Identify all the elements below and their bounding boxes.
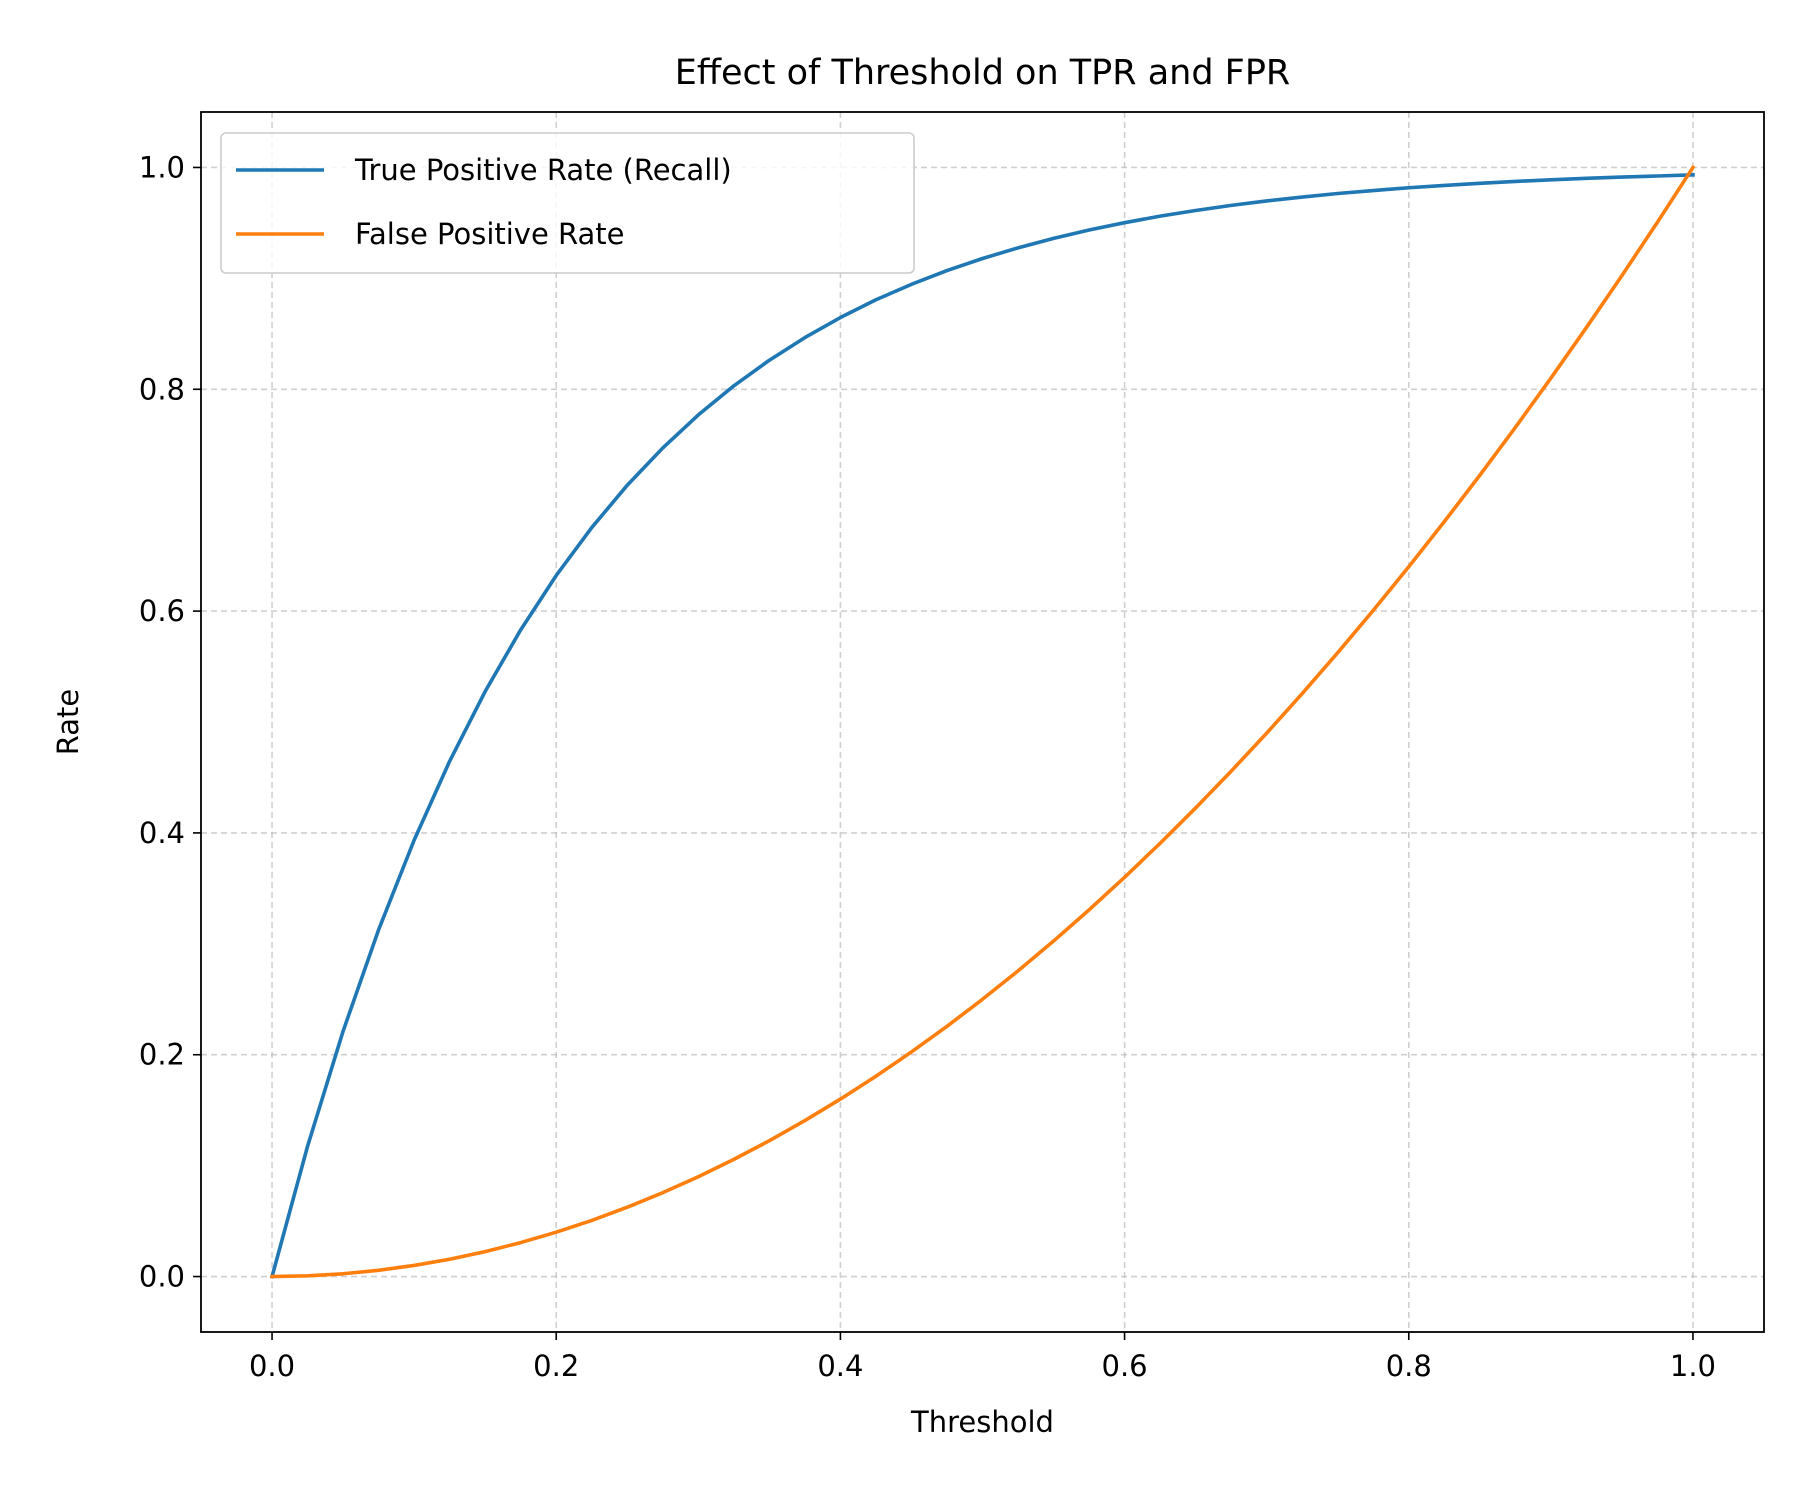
series-lines — [269, 164, 1696, 1279]
y-tick-label: 0.0 — [139, 1260, 185, 1294]
x-tick-label: 0.8 — [1386, 1349, 1432, 1383]
grid — [201, 112, 1764, 1332]
legend: True Positive Rate (Recall) False Positiv… — [220, 132, 915, 274]
x-tick-label: 0.0 — [249, 1349, 295, 1383]
x-tick-label: 0.4 — [817, 1349, 863, 1383]
y-tick-label: 0.6 — [139, 594, 185, 628]
x-tick-label: 1.0 — [1670, 1349, 1716, 1383]
y-tick-label: 0.2 — [139, 1038, 185, 1072]
x-tick-label: 0.6 — [1102, 1349, 1148, 1383]
axis-ticks: 0.0 0.2 0.4 0.6 0.8 1.0 0.0 0.2 0.4 0.6 0.8 1.0 — [139, 150, 1716, 1383]
x-tick-label: 0.2 — [533, 1349, 579, 1383]
series-line-true-positive-rate — [269, 173, 1695, 1279]
y-tick-label: 1.0 — [139, 150, 185, 184]
x-axis-label: Threshold — [910, 1405, 1054, 1439]
chart-title: Effect of Threshold on TPR and FPR — [675, 53, 1291, 93]
legend-label: False Positive Rate — [355, 217, 625, 251]
legend-box — [220, 132, 915, 274]
y-axis-label: Rate — [51, 689, 85, 756]
plot-area-frame — [200, 111, 1765, 1333]
y-tick-label: 0.8 — [139, 372, 185, 406]
series-line-false-positive-rate — [270, 164, 1696, 1279]
y-tick-label: 0.4 — [139, 816, 185, 850]
legend-label: True Positive Rate (Recall) — [354, 153, 732, 187]
